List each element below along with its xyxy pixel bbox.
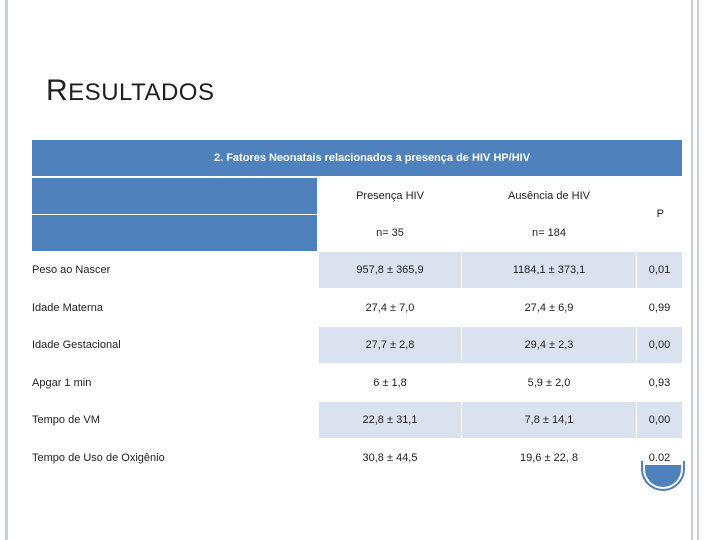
- row-p-value: 0,00: [637, 402, 682, 438]
- slide-frame-left: [5, 0, 8, 540]
- row-p-value: 0,93: [637, 365, 682, 401]
- row-presenca-value: 30,8 ± 44,5: [319, 440, 461, 476]
- row-label: Tempo de VM: [32, 402, 317, 438]
- row-label: Apgar 1 min: [32, 365, 317, 401]
- row-ausencia-value: 7,8 ± 14,1: [462, 402, 636, 438]
- header-n-presenca: n= 35: [319, 215, 461, 250]
- row-p-value: 0,01: [637, 252, 682, 288]
- slide-title-rest: ESULTADOS: [68, 79, 215, 106]
- header-presenca: Presença HIV: [319, 178, 461, 213]
- row-ausencia-value: 1184,1 ± 373,1: [462, 252, 636, 288]
- slide-title-cap: R: [46, 74, 69, 107]
- decorative-circle-stem: [683, 463, 684, 469]
- row-label: Idade Materna: [32, 290, 317, 326]
- header-presenca-label: Presença HIV: [356, 189, 424, 202]
- header-ausencia-label: Ausência de HIV: [508, 189, 590, 202]
- row-ausencia-value: 29,4 ± 2,3: [462, 327, 636, 363]
- header-ausencia: Ausência de HIV: [462, 178, 636, 213]
- row-ausencia-value: 5,9 ± 2,0: [462, 365, 636, 401]
- header-n-presenca-label: n= 35: [376, 226, 404, 239]
- slide-title: RESULTADOS: [46, 74, 214, 108]
- row-presenca-value: 6 ± 1,8: [319, 365, 461, 401]
- row-presenca-value: 22,8 ± 31,1: [319, 402, 461, 438]
- header-p-label: P: [656, 208, 664, 220]
- slide-frame-right-inner: [691, 0, 693, 540]
- row-label: Peso ao Nascer: [32, 252, 317, 288]
- table-header-label-bottom: [32, 214, 317, 251]
- decorative-circle-fill: [645, 465, 681, 487]
- table-caption-bar: 2. Fatores Neonatais relacionados a pres…: [32, 140, 682, 176]
- row-presenca-value: 957,8 ± 365,9: [319, 252, 461, 288]
- table-caption: 2. Fatores Neonatais relacionados a pres…: [213, 152, 531, 164]
- row-ausencia-value: 27,4 ± 6,9: [462, 290, 636, 326]
- row-label: Tempo de Uso de Oxigênio: [32, 440, 317, 476]
- row-presenca-value: 27,7 ± 2,8: [319, 327, 461, 363]
- header-n-ausencia: n= 184: [462, 215, 636, 250]
- row-p-value: 0,99: [637, 290, 682, 326]
- row-label: Idade Gestacional: [32, 327, 317, 363]
- row-p-value: 0,00: [637, 327, 682, 363]
- row-presenca-value: 27,4 ± 7,0: [319, 290, 461, 326]
- slide-frame-right-outer: [697, 0, 699, 540]
- header-p: P: [637, 178, 682, 250]
- header-n-ausencia-label: n= 184: [532, 226, 566, 239]
- row-ausencia-value: 19,6 ± 22, 8: [462, 440, 636, 476]
